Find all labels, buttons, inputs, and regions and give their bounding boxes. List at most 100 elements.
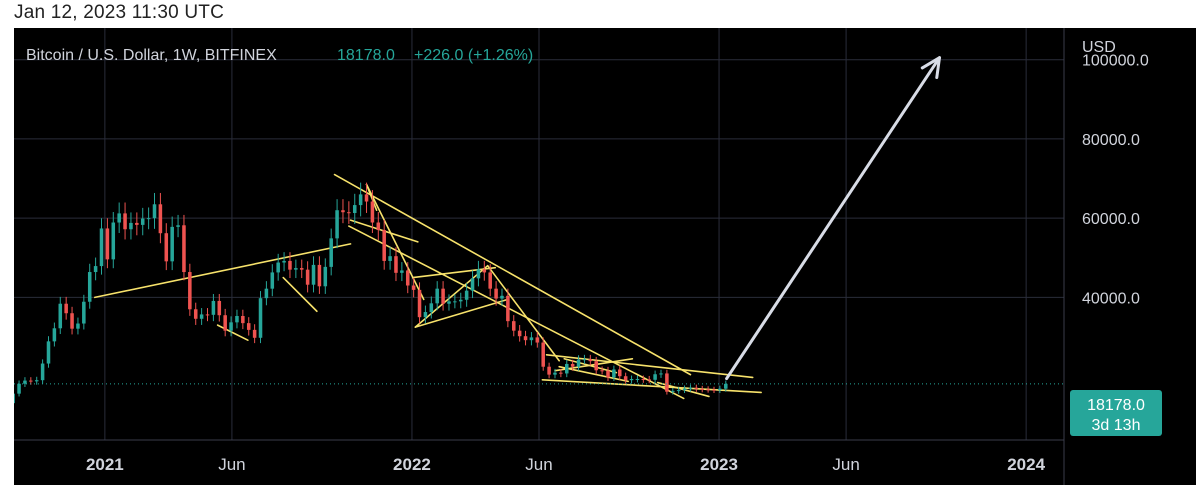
candle-body (588, 359, 593, 362)
candle-body (29, 380, 33, 382)
candle-body (135, 222, 139, 225)
candle-body (511, 321, 516, 331)
trendline[interactable] (348, 225, 685, 400)
candle-body (52, 328, 57, 342)
candle-body (718, 388, 722, 391)
candle-body (176, 225, 180, 227)
candle-body (411, 285, 416, 290)
trendline[interactable] (558, 365, 629, 383)
trendline[interactable] (365, 183, 425, 301)
projection-arrow-group[interactable] (725, 56, 941, 381)
projection-arrow[interactable] (725, 56, 941, 381)
candle-body (364, 194, 369, 202)
candle-body (111, 222, 116, 260)
candle-body (547, 366, 551, 375)
price-change-value: +226.0 (+1.26%) (414, 47, 533, 64)
candle-body (217, 300, 222, 316)
candle-body (405, 270, 410, 286)
candle-body (182, 225, 186, 273)
candle-body (476, 269, 481, 279)
candle-body (17, 383, 21, 394)
candle-body (370, 201, 375, 223)
candle-body (164, 233, 169, 262)
price-axis[interactable]: 100000.0 80000.0 60000.0 40000.0 (1082, 53, 1149, 308)
candle-body (252, 329, 257, 338)
candle-body (464, 290, 469, 300)
candle-body (82, 301, 86, 324)
trendline[interactable] (486, 264, 560, 362)
candle-body (523, 336, 528, 341)
trendline[interactable] (545, 354, 754, 379)
candle-body (211, 300, 216, 315)
time-axis-tick: 2021 (86, 455, 124, 474)
chart-panel[interactable]: 100000.0 80000.0 60000.0 40000.0 2021 Jun 202… (14, 28, 1196, 485)
candle-body (623, 376, 628, 381)
candle-body (388, 256, 392, 261)
trendline[interactable] (365, 183, 378, 212)
candle-body (517, 330, 522, 337)
candle-body (488, 272, 492, 289)
candle-body (264, 288, 269, 299)
candle-body (470, 278, 475, 291)
candle-body (553, 372, 557, 375)
candle-body (58, 303, 63, 329)
candle-body (93, 266, 98, 273)
symbol-title[interactable]: Bitcoin / U.S. Dollar, 1W, BITFINEX (26, 47, 277, 64)
candle-body (435, 288, 439, 304)
candle-body (329, 238, 333, 267)
candle-body (600, 370, 604, 372)
trendline[interactable] (414, 264, 489, 328)
candle-body (665, 373, 669, 392)
candle-body (40, 363, 45, 381)
trendline[interactable] (414, 298, 509, 328)
candle-body (606, 370, 610, 378)
candle-body (352, 205, 357, 214)
candle-body (170, 226, 174, 262)
trendline[interactable] (541, 378, 762, 394)
candles[interactable] (14, 182, 728, 418)
candle-body (146, 218, 151, 220)
trendline[interactable] (411, 266, 497, 279)
chart-background (14, 28, 1196, 485)
projection-arrow-head (935, 56, 941, 80)
candle-body (712, 389, 716, 391)
candle-body (34, 380, 39, 382)
time-axis-tick: Jun (525, 455, 552, 474)
candle-body (653, 374, 657, 380)
trendline-drawings[interactable] (93, 173, 762, 400)
candle-body (618, 369, 622, 377)
candle-body (394, 256, 398, 273)
candle-body (246, 323, 251, 330)
trendline[interactable] (93, 243, 352, 299)
candle-body (311, 264, 316, 285)
candle-body (14, 393, 15, 404)
candle-body (305, 269, 310, 285)
candle-body (258, 298, 263, 338)
trendline[interactable] (282, 276, 318, 313)
chart-timestamp: Jan 12, 2023 11:30 UTC (14, 2, 225, 23)
candle-body (87, 272, 92, 302)
candle-body (676, 390, 681, 392)
candle-body (270, 272, 275, 289)
time-axis[interactable]: 2021 Jun 2022 Jun 2023 Jun 2024 (86, 455, 1046, 474)
time-axis-tick: Jun (832, 455, 859, 474)
price-axis-tick: 40000.0 (1082, 290, 1140, 307)
candle-body (335, 210, 339, 239)
trendline[interactable] (216, 324, 249, 341)
candle-body (506, 295, 510, 322)
candle-body (376, 222, 381, 231)
candle-body (158, 204, 163, 234)
candle-body (46, 341, 51, 364)
candle-body (288, 260, 292, 270)
price-badge-value: 18178.0 (1087, 397, 1145, 414)
candle-body (559, 372, 563, 374)
candle-body (70, 313, 74, 329)
projection-arrow-head (920, 56, 941, 70)
candle-body (400, 270, 404, 273)
candle-body (23, 380, 27, 384)
candle-body (635, 378, 640, 380)
trendline[interactable] (333, 173, 692, 376)
candle-body (688, 387, 693, 389)
candle-body (105, 228, 110, 260)
